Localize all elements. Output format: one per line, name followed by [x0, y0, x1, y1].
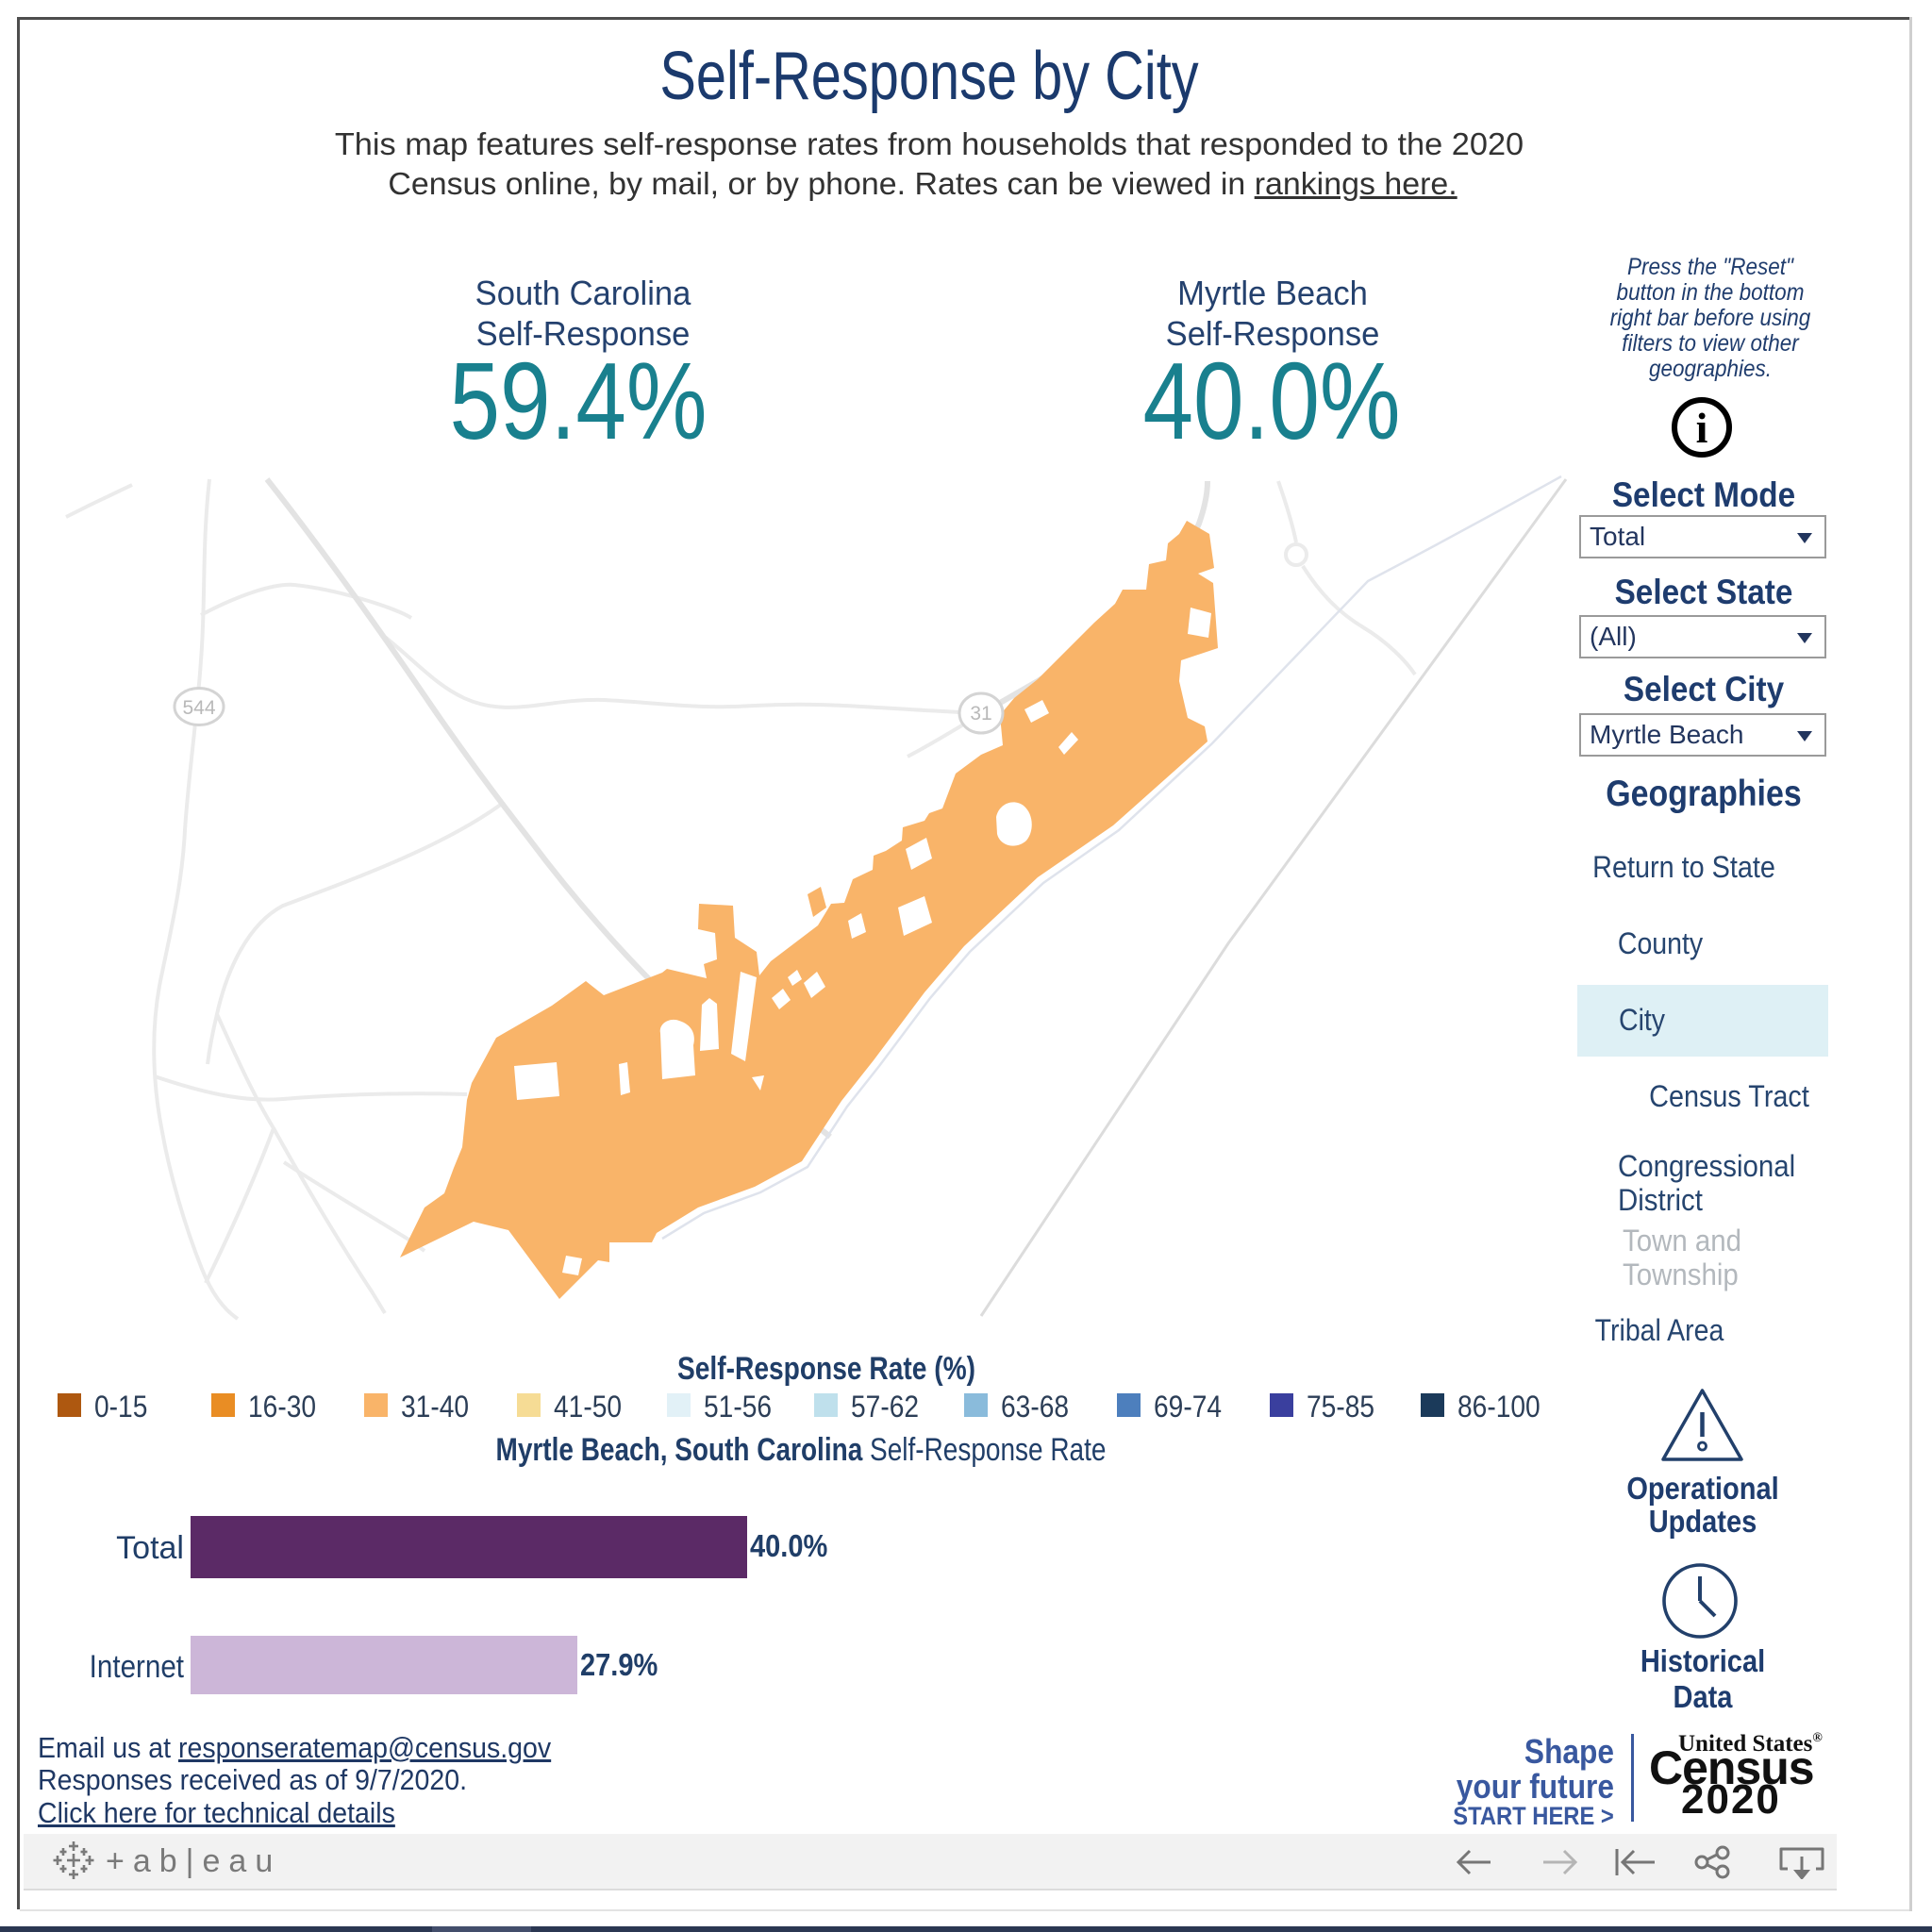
svg-text:31: 31: [970, 703, 991, 724]
svg-text:+ab|eau: +ab|eau: [106, 1843, 281, 1879]
svg-text:544: 544: [182, 697, 215, 719]
svg-text:i: i: [1696, 404, 1708, 452]
